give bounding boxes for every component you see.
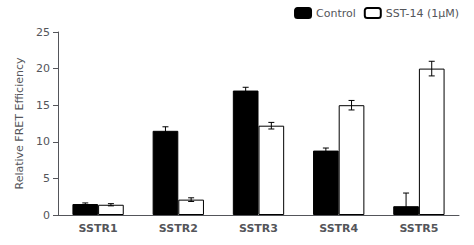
svg-text:SSTR5: SSTR5 [399,222,438,235]
svg-text:5: 5 [43,172,50,185]
svg-text:10: 10 [36,135,50,148]
svg-text:SSTR1: SSTR1 [79,222,118,235]
svg-text:SST-14 (1μM): SST-14 (1μM) [386,7,459,20]
svg-text:20: 20 [36,62,50,75]
svg-text:SSTR2: SSTR2 [159,222,198,235]
svg-text:15: 15 [36,99,50,112]
svg-text:Relative FRET Efficiency: Relative FRET Efficiency [13,57,26,189]
svg-text:0: 0 [43,209,50,222]
svg-text:SSTR4: SSTR4 [319,222,358,235]
svg-text:SSTR3: SSTR3 [239,222,278,235]
svg-text:25: 25 [36,26,50,39]
svg-text:Control: Control [316,7,356,20]
